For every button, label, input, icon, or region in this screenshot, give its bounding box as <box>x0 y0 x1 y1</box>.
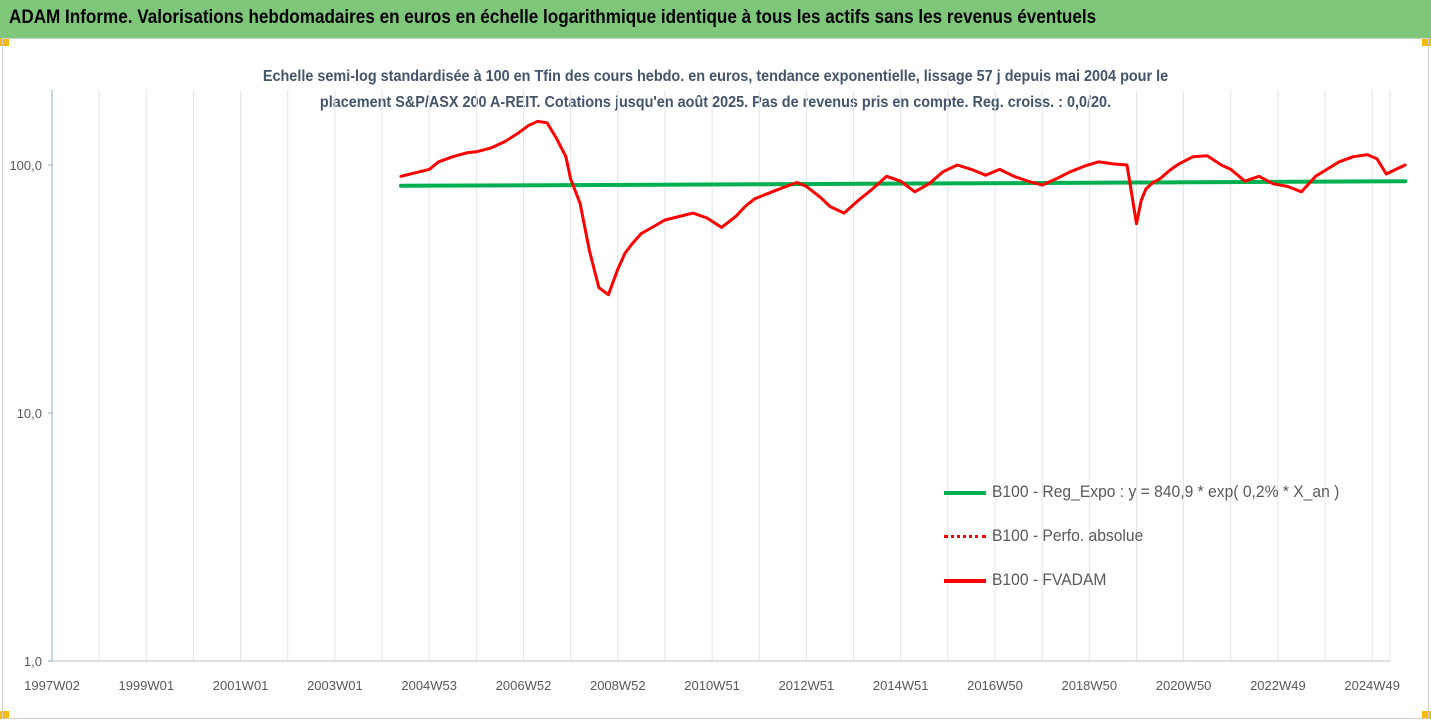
y-tick-label: 100,0 <box>9 158 42 173</box>
x-tick-label: 2004W53 <box>401 678 457 693</box>
legend-swatch <box>944 579 986 583</box>
x-tick-label: 2024W49 <box>1344 678 1400 693</box>
report-title: ADAM Informe. Valorisations hebdomadaire… <box>9 7 1097 28</box>
corner-marker-top-right <box>1422 38 1431 46</box>
chart-title: Echelle semi-log standardisée à 100 en T… <box>0 64 1431 116</box>
corner-marker-top-left <box>0 38 9 46</box>
label-layer: 1,0 10,0 100,0 1997W02 1999W01 2001W01 2003W01… <box>9 158 1400 693</box>
x-tick-label: 1997W02 <box>24 678 80 693</box>
grid-layer <box>98 90 1391 661</box>
series-layer <box>398 119 1408 297</box>
axis-layer <box>48 90 1390 662</box>
x-tick-label: 2012W51 <box>779 678 835 693</box>
legend-label: B100 - Reg_Expo : y = 840,9 * exp( 0,2% … <box>992 482 1340 501</box>
x-tick-label: 2006W52 <box>496 678 552 693</box>
series-line-regression <box>398 179 1408 188</box>
x-tick-label: 2001W01 <box>213 678 269 693</box>
x-tick-label: 2020W50 <box>1156 678 1212 693</box>
chart-title-line-1: Echelle semi-log standardisée à 100 en T… <box>262 68 1169 85</box>
x-tick-label: 2014W51 <box>873 678 929 693</box>
legend-label: B100 - Perfo. absolue <box>992 526 1144 545</box>
report-header: ADAM Informe. Valorisations hebdomadaire… <box>0 0 1431 38</box>
legend-swatch <box>944 491 986 495</box>
legend-swatch <box>944 535 986 538</box>
x-tick-label: 2003W01 <box>307 678 363 693</box>
x-tick-label: 2022W49 <box>1250 678 1306 693</box>
chart-title-line-2: placement S&P/ASX 200 A-REIT. Cotations … <box>319 94 1112 111</box>
legend-label: B100 - FVADAM <box>992 570 1107 589</box>
x-tick-label: 2016W50 <box>967 678 1023 693</box>
x-tick-label: 2018W50 <box>1061 678 1117 693</box>
x-tick-label: 1999W01 <box>118 678 174 693</box>
y-tick-label: 1,0 <box>24 654 42 669</box>
series-line-fvadam <box>399 119 1407 297</box>
x-tick-label: 2008W52 <box>590 678 646 693</box>
chart-frame <box>2 38 1429 719</box>
corner-marker-bottom-left <box>0 711 9 719</box>
corner-marker-bottom-right <box>1422 711 1431 719</box>
x-tick-label: 2010W51 <box>684 678 740 693</box>
y-tick-label: 10,0 <box>17 406 42 421</box>
